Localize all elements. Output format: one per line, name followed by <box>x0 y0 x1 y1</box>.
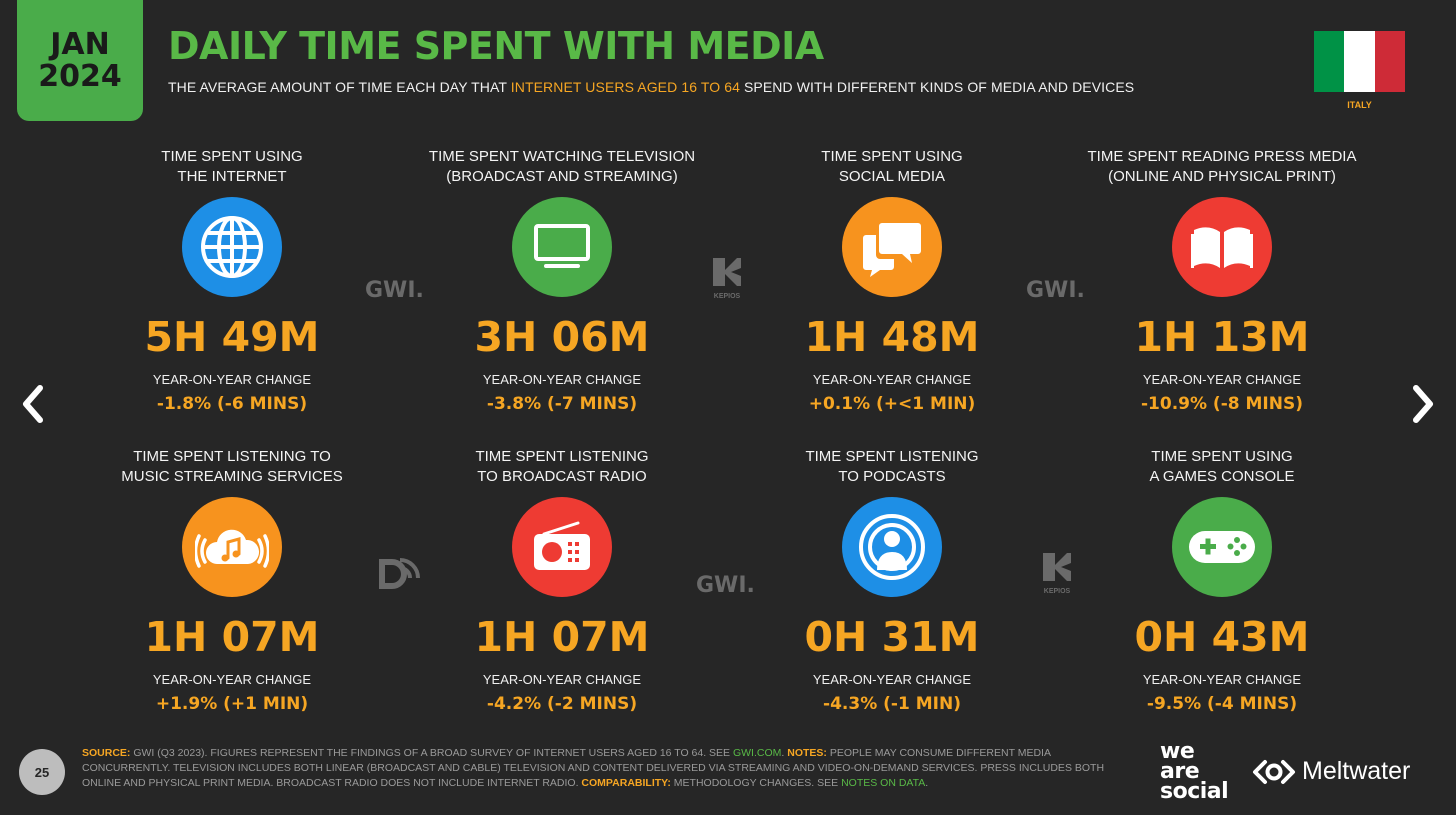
metric-card-podcasts: TIME SPENT LISTENING TO PODCASTS 0H 31M Y… <box>742 447 1042 715</box>
television-icon <box>512 197 612 297</box>
meltwater-logo: Meltwater <box>1252 757 1410 786</box>
yoy-value: -3.8% (-7 MINS) <box>486 394 638 414</box>
yoy-label: YEAR-ON-YEAR CHANGE <box>1142 372 1302 387</box>
chat-bubbles-icon <box>842 197 942 297</box>
yoy-value: -4.3% (-1 MIN) <box>823 694 961 714</box>
flag-stripe-red <box>1374 31 1405 92</box>
yoy-value: -4.2% (-2 MINS) <box>486 694 638 714</box>
page-title: DAILY TIME SPENT WITH MEDIA <box>168 24 824 68</box>
previous-slide-arrow-icon[interactable] <box>18 384 48 424</box>
meltwater-mark-icon <box>1253 759 1295 784</box>
yoy-label: YEAR-ON-YEAR CHANGE <box>482 672 642 687</box>
kepios-wordmark: KEPIOS <box>1043 588 1071 595</box>
date-month: JAN <box>50 27 110 62</box>
metric-label: TIME SPENT LISTENING TO PODCASTS <box>805 448 979 485</box>
gwi-logo: GWI. <box>696 573 755 598</box>
yoy-label: YEAR-ON-YEAR CHANGE <box>482 372 642 387</box>
yoy-label: YEAR-ON-YEAR CHANGE <box>152 372 312 387</box>
datareportal-logo-icon <box>379 558 420 589</box>
next-slide-arrow-icon[interactable] <box>1408 384 1438 424</box>
podcast-icon <box>842 497 942 597</box>
metric-card-social-media: TIME SPENT USING SOCIAL MEDIA 1H 48M YEAR… <box>742 147 1042 415</box>
we-are-social-logo: we are social <box>1160 739 1229 804</box>
yoy-label: YEAR-ON-YEAR CHANGE <box>812 672 972 687</box>
metric-label: TIME SPENT USING SOCIAL MEDIA <box>821 148 963 185</box>
subtitle-highlight: INTERNET USERS AGED 16 TO 64 <box>510 79 740 95</box>
kepios-logo: KEPIOS <box>709 256 745 300</box>
page-subtitle: THE AVERAGE AMOUNT OF TIME EACH DAY THAT… <box>168 79 1134 95</box>
metric-card-music-streaming: TIME SPENT LISTENING TO MUSIC STREAMING S… <box>82 447 382 715</box>
yoy-value: -1.8% (-6 MINS) <box>156 394 308 414</box>
metric-label: TIME SPENT USING THE INTERNET <box>161 148 303 185</box>
metric-label: TIME SPENT LISTENING TO BROADCAST RADIO <box>475 448 649 485</box>
yoy-value: -10.9% (-8 MINS) <box>1140 394 1303 414</box>
metric-label: TIME SPENT READING PRESS MEDIA (ONLINE AN… <box>1087 148 1357 185</box>
metric-value: 1H 07M <box>474 613 650 661</box>
date-badge: JAN 2024 <box>17 0 143 121</box>
kepios-mark-icon <box>1043 553 1071 581</box>
subtitle-pre: THE AVERAGE AMOUNT OF TIME EACH DAY THAT <box>168 79 511 95</box>
kepios-wordmark: KEPIOS <box>713 293 741 300</box>
metric-value: 0H 31M <box>804 613 980 661</box>
gwi-logo: GWI. <box>1026 278 1085 303</box>
metric-value: 3H 06M <box>474 313 650 361</box>
flag-stripe-white <box>1344 31 1375 92</box>
gamepad-icon <box>1172 497 1272 597</box>
date-year: 2024 <box>38 58 122 94</box>
metric-card-press-media: TIME SPENT READING PRESS MEDIA (ONLINE AN… <box>1072 147 1372 415</box>
metric-card-games-console: TIME SPENT USING A GAMES CONSOLE 0H 43M Y… <box>1072 447 1372 715</box>
metric-value: 1H 07M <box>144 613 320 661</box>
italy-flag-icon <box>1314 31 1405 92</box>
notes-on-data-link[interactable]: NOTES ON DATA <box>841 777 926 789</box>
globe-icon <box>182 197 282 297</box>
metric-card-television: TIME SPENT WATCHING TELEVISION (BROADCAST… <box>412 147 712 415</box>
yoy-label: YEAR-ON-YEAR CHANGE <box>152 672 312 687</box>
flag-stripe-green <box>1314 31 1345 92</box>
metric-value: 1H 13M <box>1134 313 1310 361</box>
kepios-logo: KEPIOS <box>1039 551 1075 595</box>
metric-value: 5H 49M <box>144 313 320 361</box>
metric-label: TIME SPENT WATCHING TELEVISION (BROADCAST… <box>428 148 696 185</box>
gwi-link[interactable]: GWI.COM <box>732 747 782 759</box>
yoy-label: YEAR-ON-YEAR CHANGE <box>1142 672 1302 687</box>
radio-icon <box>512 497 612 597</box>
metric-label: TIME SPENT USING A GAMES CONSOLE <box>1149 448 1295 485</box>
metric-card-broadcast-radio: TIME SPENT LISTENING TO BROADCAST RADIO 1… <box>412 447 712 715</box>
yoy-value: +0.1% (+<1 MIN) <box>808 394 976 414</box>
page-number: 25 <box>19 749 65 795</box>
gwi-logo: GWI. <box>365 278 424 303</box>
open-book-icon <box>1172 197 1272 297</box>
metric-value: 0H 43M <box>1134 613 1310 661</box>
yoy-value: +1.9% (+1 MIN) <box>155 694 309 714</box>
kepios-mark-icon <box>713 258 741 286</box>
yoy-value: -9.5% (-4 MINS) <box>1146 694 1298 714</box>
meltwater-wordmark: Meltwater <box>1302 757 1411 785</box>
metric-value: 1H 48M <box>804 313 980 361</box>
music-cloud-icon <box>182 497 282 597</box>
metric-card-internet: TIME SPENT USING THE INTERNET 5H 49M YEAR… <box>82 147 382 415</box>
country-label: ITALY <box>1347 100 1372 110</box>
subtitle-post: SPEND WITH DIFFERENT KINDS OF MEDIA AND … <box>739 79 1135 95</box>
yoy-label: YEAR-ON-YEAR CHANGE <box>812 372 972 387</box>
footer-notes: SOURCE: GWI (Q3 2023). FIGURES REPRESENT… <box>82 747 1105 789</box>
metric-label: TIME SPENT LISTENING TO MUSIC STREAMING S… <box>121 448 343 485</box>
